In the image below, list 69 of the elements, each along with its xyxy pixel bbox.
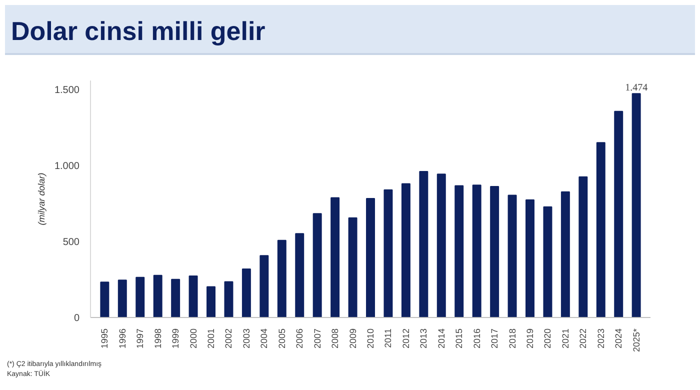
x-tick-label: 2005 [276,328,287,349]
chart-title: Dolar cinsi milli gelir [11,15,266,48]
x-tick-label: 2023 [596,328,606,349]
x-tick-label: 2020 [542,328,553,349]
bar [224,281,234,318]
x-tick-label: 2014 [436,328,446,349]
y-tick-label: 1.500 [54,85,80,96]
x-tick-label: 2008 [330,328,340,349]
bar [560,191,570,318]
x-tick-label: 2021 [560,328,570,349]
y-tick-label: 500 [62,237,80,248]
bar [366,198,375,318]
x-tick-label: 1997 [135,328,146,349]
bar [490,186,500,318]
x-tick-label: 2013 [418,328,429,349]
bar [419,171,428,318]
bar [508,194,517,318]
bar [596,142,606,318]
y-axis-title: (milyar dolar) [36,172,46,226]
bar [171,278,180,318]
bar [614,110,624,318]
bar [436,174,446,318]
data-label: 1.474 [625,82,648,94]
x-tick-label: 2022 [578,328,588,349]
bar [472,184,482,318]
x-tick-label: 2002 [224,328,234,349]
bar [100,282,110,318]
bar [330,197,340,318]
x-tick-label: 2025* [631,328,642,352]
bar [118,280,127,318]
x-tick-label: 2011 [383,328,394,348]
bar [260,255,269,318]
x-tick-label: 2003 [241,328,252,349]
x-tick-label: 2004 [259,328,270,349]
x-tick-label: 1995 [100,328,110,349]
x-tick-label: 1998 [152,328,163,349]
x-tick-label: 2016 [472,328,482,349]
bar [242,268,251,318]
bar [384,189,393,318]
bar [277,240,286,318]
bar [312,213,322,318]
x-tick-label: 2000 [188,328,198,349]
x-tick-label: 2012 [400,328,411,349]
bar [206,286,216,318]
x-tick-label: 2009 [348,328,358,349]
bar [153,274,162,318]
bar [632,93,641,318]
x-tick-label: 1999 [170,328,181,349]
bar [348,217,358,318]
x-tick-label: 2018 [507,328,518,349]
bar [578,176,588,318]
x-tick-label: 2006 [294,328,305,349]
y-tick-label: 0 [74,313,80,324]
bar [401,183,410,318]
y-tick-label: 1.000 [54,161,80,172]
x-tick-label: 2019 [524,328,535,349]
x-tick-label: 1996 [117,328,128,349]
x-tick-label: 2007 [312,328,322,349]
x-tick-label: 2010 [366,328,376,349]
x-tick-label: 2017 [490,328,500,349]
bar [526,199,534,318]
x-tick-label: 2001 [206,328,216,349]
bar [136,276,145,318]
bar [188,276,198,318]
x-tick-label: 2024 [614,328,624,349]
x-tick-label: 2015 [454,328,464,349]
bar [543,206,552,318]
bar [454,185,464,318]
bar [295,233,304,318]
